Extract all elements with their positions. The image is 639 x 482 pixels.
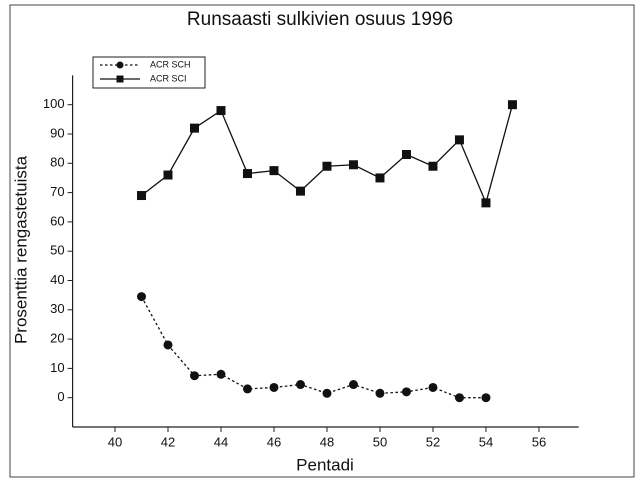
legend-marker <box>116 61 124 69</box>
series-line <box>140 296 486 399</box>
x-tick-label: 52 <box>426 434 440 449</box>
x-tick-label: 48 <box>320 434 334 449</box>
y-tick-label: 20 <box>50 331 64 346</box>
legend-label: ACR SCH <box>150 59 191 69</box>
point <box>242 169 252 179</box>
point <box>163 340 173 350</box>
y-tick-label: 30 <box>50 301 64 316</box>
point <box>454 135 464 145</box>
point <box>454 393 464 403</box>
x-tick-label: 46 <box>267 434 281 449</box>
point <box>295 380 305 390</box>
point <box>428 161 438 171</box>
x-tick-label: 50 <box>373 434 387 449</box>
point <box>163 170 173 180</box>
point <box>322 161 332 171</box>
y-tick-label: 40 <box>50 272 64 287</box>
legend-marker <box>116 75 124 83</box>
point <box>428 382 438 392</box>
point <box>375 173 385 183</box>
point <box>348 380 358 390</box>
legend-box <box>92 56 206 89</box>
point <box>269 382 279 392</box>
x-tick-label: 40 <box>108 434 122 449</box>
point <box>189 123 199 133</box>
x-axis-label: Pentadi <box>296 455 354 474</box>
point <box>322 388 332 398</box>
point <box>136 191 146 201</box>
point <box>189 371 199 381</box>
point <box>348 160 358 170</box>
x-tick-label: 42 <box>161 434 175 449</box>
point <box>216 106 226 116</box>
point <box>242 384 252 394</box>
point <box>481 393 491 403</box>
x-tick-label: 44 <box>214 434 228 449</box>
y-tick-label: 50 <box>50 243 64 258</box>
frame <box>9 4 635 478</box>
point <box>401 387 411 397</box>
point <box>481 198 491 208</box>
point <box>507 100 517 110</box>
y-tick-label: 10 <box>50 360 64 375</box>
point <box>136 292 146 302</box>
y-tick-label: 90 <box>50 125 64 140</box>
y-tick-label: 70 <box>50 184 64 199</box>
point <box>375 388 385 398</box>
point <box>269 166 279 176</box>
chart-title: Runsaasti sulkivien osuus 1996 <box>187 9 453 30</box>
y-tick-label: 80 <box>50 155 64 170</box>
y-axis-label: Prosenttia rengastetuista <box>11 155 30 344</box>
legend-label: ACR SCI <box>150 73 187 83</box>
series-line <box>141 104 514 205</box>
x-tick-label: 54 <box>479 434 493 449</box>
y-tick-label: 100 <box>43 96 65 111</box>
x-tick-label: 56 <box>532 434 546 449</box>
y-tick-label: 0 <box>57 389 64 404</box>
point <box>295 186 305 196</box>
point <box>401 150 411 160</box>
y-tick-label: 60 <box>50 213 64 228</box>
point <box>216 369 226 379</box>
